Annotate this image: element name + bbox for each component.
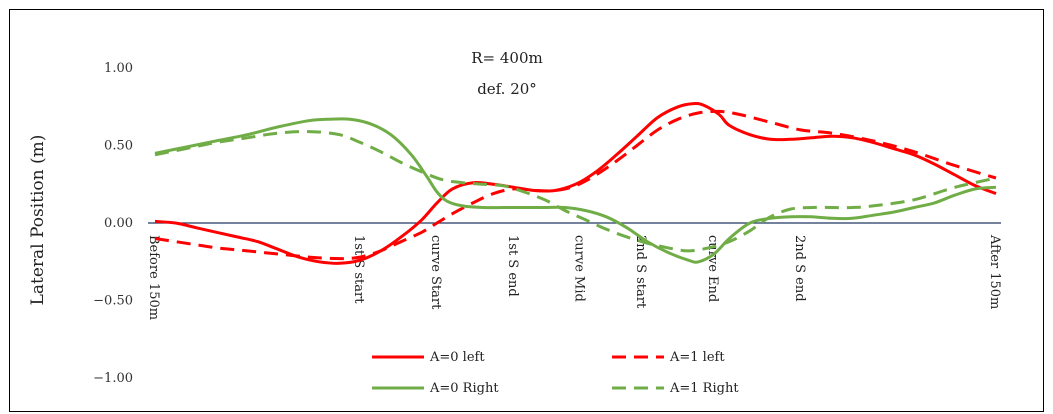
- x-tick-label: Before 150m: [146, 235, 161, 320]
- y-tick-labels: 1.00 0.50 0.00 −0.50 −1.00: [93, 61, 133, 386]
- series-line-a-1-right: [154, 130, 997, 253]
- legend-label-a-1-left: A=1 left: [669, 350, 725, 365]
- x-tick-label: 2nd S start: [633, 235, 648, 309]
- series-line-a-1-left: [154, 109, 997, 261]
- chart-title: R= 400m: [471, 49, 542, 67]
- legend-label-a-1-right: A=1 Right: [669, 381, 739, 396]
- y-tick-label: 0.00: [104, 216, 133, 231]
- x-tick-label: curve End: [705, 235, 720, 302]
- x-tick-label: curve Start: [428, 235, 443, 310]
- legend: A=0 left A=1 left A=0 Right A=1 Right: [372, 350, 739, 396]
- x-tick-label: 2nd S end: [792, 235, 807, 302]
- x-tick-label: After 150m: [987, 234, 1002, 309]
- x-tick-label: 1st S end: [505, 235, 520, 297]
- x-tick-label: 1st S start: [351, 235, 366, 304]
- y-tick-label: 0.50: [104, 139, 133, 154]
- x-tick-labels: Before 150m 1st S start curve Start 1st S e…: [146, 234, 1002, 320]
- y-axis-label: Lateral Position (m): [28, 135, 48, 306]
- y-tick-label: −0.50: [93, 294, 133, 309]
- chart-subtitle: def. 20°: [477, 80, 537, 98]
- y-tick-label: −1.00: [93, 371, 133, 386]
- chart-frame: [9, 9, 1044, 412]
- x-tick-label: curve Mid: [572, 235, 587, 302]
- series-lines: [154, 102, 997, 265]
- legend-label-a-0-left: A=0 left: [429, 350, 485, 365]
- y-tick-label: 1.00: [104, 61, 133, 76]
- series-line-a-0-right: [154, 117, 997, 264]
- legend-label-a-0-right: A=0 Right: [429, 381, 499, 396]
